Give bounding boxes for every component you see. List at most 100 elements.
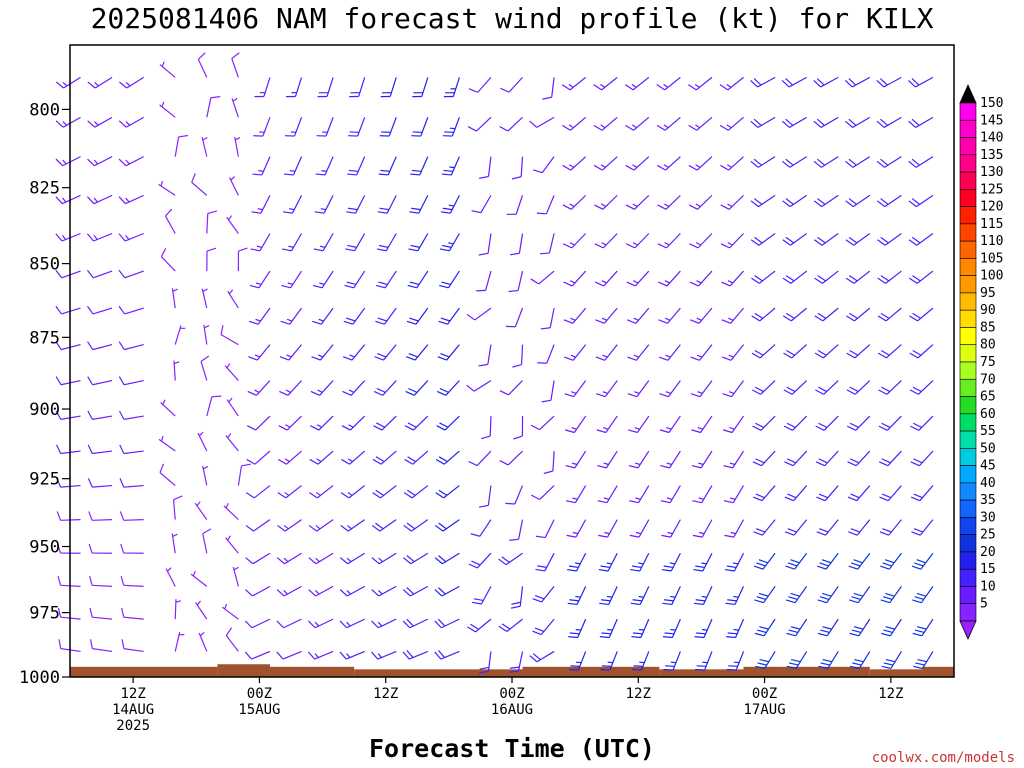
wind-barb: [346, 195, 366, 214]
wind-barb: [246, 450, 271, 465]
wind-barb: [754, 586, 776, 604]
wind-barb: [723, 485, 745, 504]
wind-barb: [341, 415, 366, 431]
wind-barb: [783, 415, 808, 431]
wind-barb: [500, 76, 523, 93]
y-tick-label: 900: [29, 400, 60, 420]
wind-barb: [692, 485, 713, 504]
wind-barb: [815, 415, 839, 431]
wind-barb: [498, 552, 523, 566]
legend-label: 85: [980, 320, 996, 335]
wind-barb: [562, 194, 587, 210]
legend-label: 15: [980, 562, 996, 577]
wind-barb: [658, 270, 681, 287]
y-axis: 800 825 850 875 900 925 950 975 1000: [19, 100, 70, 688]
wind-barb: [435, 519, 460, 532]
wind-barb: [505, 485, 524, 505]
wind-barb: [782, 307, 808, 322]
wind-barb: [55, 341, 81, 351]
wind-barb: [755, 651, 776, 670]
wind-barb: [307, 650, 334, 660]
wind-barb: [309, 450, 334, 465]
wind-barb: [434, 618, 460, 629]
wind-barb: [783, 380, 808, 395]
wind-barb: [443, 77, 460, 98]
wind-barb: [846, 380, 871, 395]
wind-barb: [201, 136, 208, 157]
wind-barb: [249, 270, 271, 289]
wind-barb: [781, 116, 807, 128]
wind-barb: [879, 519, 902, 536]
wind-barb: [567, 586, 587, 606]
legend-label: 110: [980, 234, 1003, 249]
wind-barb: [339, 650, 365, 660]
wind-barb: [880, 552, 902, 570]
wind-barb: [86, 269, 113, 279]
legend-swatch: [959, 361, 977, 380]
wind-barb: [692, 519, 713, 538]
wind-barb: [562, 156, 587, 171]
wind-barb: [535, 552, 555, 572]
wind-barb: [468, 552, 492, 569]
wind-barb: [250, 233, 271, 252]
wind-barb: [721, 270, 744, 287]
wind-barb: [374, 344, 397, 361]
wind-barb: [87, 116, 113, 128]
wind-barb: [594, 270, 618, 287]
wind-barb: [499, 116, 523, 132]
wind-barb: [531, 485, 555, 501]
wind-barb: [630, 586, 650, 606]
wind-barb: [509, 233, 524, 256]
wind-barb: [160, 399, 176, 417]
wind-barb: [599, 586, 618, 606]
wind-barb: [466, 380, 492, 392]
wind-barb: [478, 344, 492, 367]
legend-label: 20: [980, 545, 996, 560]
wind-barb: [87, 444, 113, 455]
wind-barb: [174, 631, 185, 652]
wind-barbs-group: [55, 52, 934, 674]
wind-barb: [910, 415, 934, 431]
surface-fill-segment: [869, 669, 923, 677]
wind-barb: [203, 324, 210, 345]
legend-label: 115: [980, 217, 1003, 232]
wind-barb: [657, 156, 681, 171]
wind-barb: [752, 415, 776, 431]
wind-barb: [244, 650, 271, 660]
wind-barb: [753, 552, 776, 570]
wind-barb: [751, 307, 776, 322]
wind-barb: [816, 519, 839, 536]
wind-barb: [876, 156, 902, 168]
wind-barb: [479, 156, 492, 179]
wind-barb: [597, 450, 618, 469]
x-tick-label: 17AUG: [743, 702, 785, 718]
wind-barb: [232, 566, 239, 587]
wind-barb: [373, 415, 397, 431]
wind-barb: [598, 519, 618, 538]
wind-barb: [877, 307, 902, 322]
wind-barb: [310, 380, 334, 396]
wind-barb: [87, 76, 113, 89]
wind-barb: [656, 76, 681, 91]
legend-swatch: [959, 430, 977, 449]
wind-barb: [120, 543, 144, 554]
wind-barb: [691, 450, 713, 469]
wind-barb: [375, 307, 397, 325]
legend-swatch: [959, 499, 977, 518]
wind-barb: [229, 176, 239, 196]
wind-barb: [532, 618, 555, 636]
wind-barb: [723, 450, 745, 469]
legend-swatch: [959, 102, 977, 121]
wind-barb: [174, 599, 182, 620]
wind-barb: [568, 651, 587, 671]
wind-barb: [911, 519, 934, 536]
wind-barb: [911, 552, 934, 570]
wind-barb: [752, 450, 776, 467]
wind-barb: [315, 156, 334, 176]
wind-barb: [631, 618, 650, 639]
wind-barb: [164, 208, 176, 234]
wind-barb: [118, 156, 144, 167]
wind-barb: [313, 233, 334, 252]
wind-barb: [877, 270, 902, 284]
wind-barb: [407, 270, 429, 289]
